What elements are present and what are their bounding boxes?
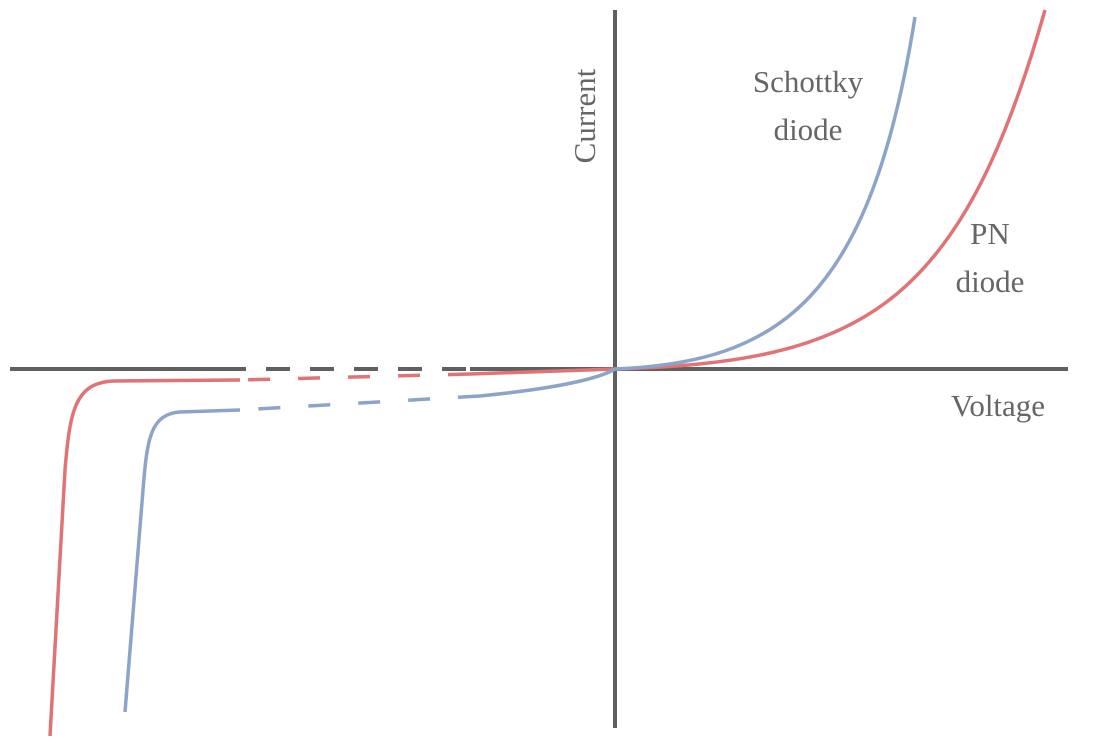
x-axis-label: Voltage xyxy=(950,388,1046,423)
y-axis-label: Current xyxy=(567,68,602,164)
schottky-reverse-near xyxy=(479,367,616,398)
pn-label-line2: diode xyxy=(955,264,1025,299)
pn-label-line1: PN xyxy=(970,216,1010,251)
schottky-label-line2: diode xyxy=(773,112,843,147)
schottky-label: Schottky diode xyxy=(728,58,888,154)
pn-forward-curve xyxy=(614,9,1047,371)
schottky-reverse-dashed xyxy=(239,394,481,412)
pn-reverse-dashed xyxy=(239,372,471,382)
schottky-label-line1: Schottky xyxy=(752,64,864,99)
schottky-breakdown-curve xyxy=(123,408,241,713)
schottky-forward-curve xyxy=(614,16,917,371)
pn-label: PN diode xyxy=(930,210,1050,306)
pn-reverse-near xyxy=(469,367,616,376)
pn-breakdown-curve xyxy=(48,378,241,737)
